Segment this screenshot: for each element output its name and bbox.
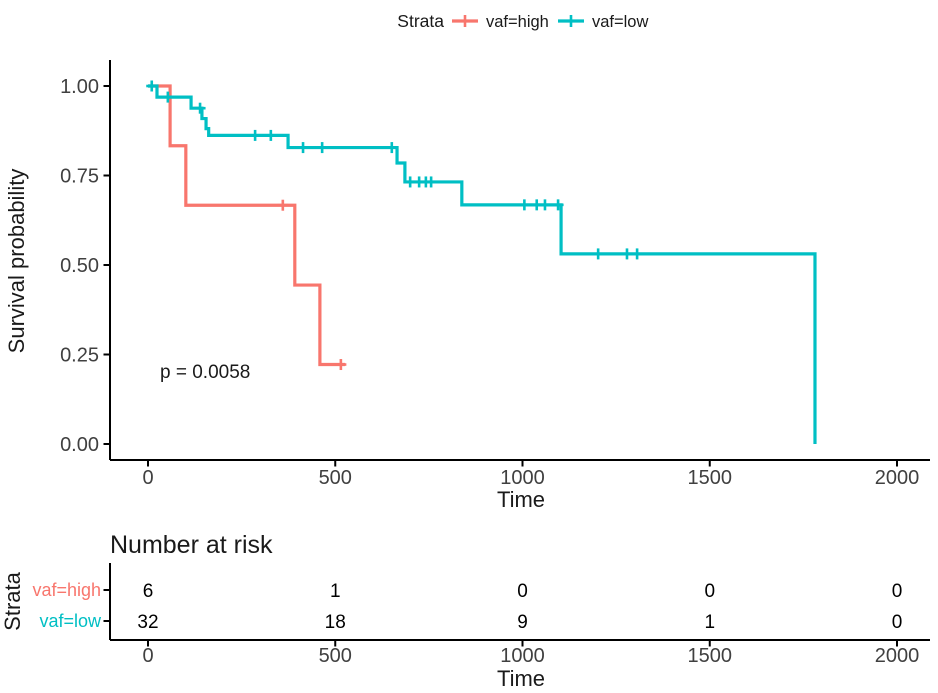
risk-count: 0 [892,612,903,633]
survival-curve-vaf-high [148,84,345,367]
risk-count: 1 [330,581,341,602]
survival-curve-vaf-low [148,84,817,444]
risk-row-label: vaf=low [39,611,102,631]
risk-x-tick-label: 0 [142,645,153,667]
x-tick-label: 1000 [500,467,545,489]
risk-table-title: Number at risk [110,531,273,559]
y-axis-title: Survival probability [4,169,29,354]
risk-count: 18 [325,612,346,633]
risk-x-tick-label: 500 [319,645,352,667]
legend-title: Strata [397,11,444,31]
y-tick-label: 0.00 [60,434,99,456]
x-tick-label: 500 [319,467,352,489]
risk-x-tick-label: 1500 [688,645,733,667]
y-tick-label: 0.75 [60,166,99,188]
legend-item-vaf-high: vaf=high [452,13,549,31]
risk-count: 1 [704,612,715,633]
x-axis-title: Time [497,487,545,512]
risk-strata-axis-title: Strata [0,571,25,630]
risk-count: 9 [517,612,528,633]
risk-count: 0 [704,581,715,602]
legend-item-label: vaf=low [592,13,648,31]
y-tick-label: 0.25 [60,345,99,367]
pvalue-annotation: p = 0.0058 [160,362,250,383]
x-tick-label: 1500 [688,467,733,489]
risk-count: 0 [892,581,903,602]
censor-marks-vaf-low [146,80,643,260]
legend-item-vaf-low: vaf=low [558,13,648,31]
y-tick-label: 0.50 [60,255,99,277]
censor-marks-vaf-high [277,199,347,371]
legend-item-label: vaf=high [486,13,549,31]
x-tick-label: 2000 [875,467,920,489]
risk-x-tick-label: 1000 [500,645,545,667]
risk-x-tick-label: 2000 [875,645,920,667]
risk-row-label: vaf=high [32,580,101,600]
risk-count: 0 [517,581,528,602]
risk-count: 32 [137,612,158,633]
main-axes: 1.00 0.75 0.50 0.25 0.00 0 500 1000 1500 2000 Time… [4,60,930,512]
risk-count: 6 [143,581,154,602]
legend: Strata vaf=high vaf=low [397,11,648,31]
survival-curves [146,80,817,444]
risk-x-axis-title: Time [497,666,545,691]
x-tick-label: 0 [142,467,153,489]
y-tick-label: 1.00 [60,76,99,98]
